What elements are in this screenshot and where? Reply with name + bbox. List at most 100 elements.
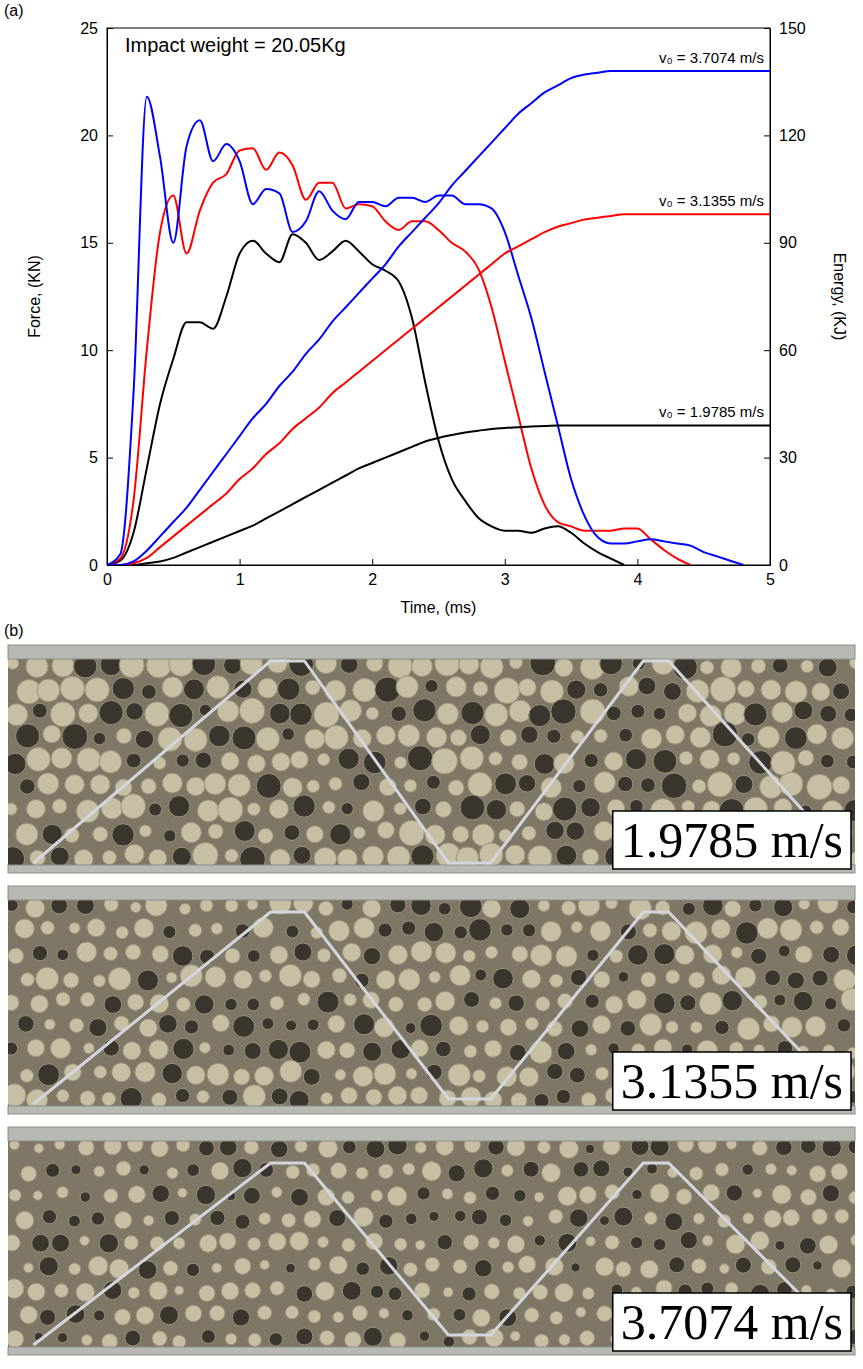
foam-cell bbox=[525, 1017, 538, 1030]
foam-cell bbox=[303, 1068, 320, 1085]
foam-cell bbox=[832, 919, 849, 936]
foam-cell bbox=[80, 1192, 90, 1202]
foam-cell bbox=[493, 968, 514, 989]
foam-cell bbox=[268, 1039, 288, 1059]
foam-cell bbox=[78, 704, 98, 724]
foam-cell bbox=[258, 678, 278, 698]
foam-cell bbox=[162, 1063, 182, 1083]
foam-cell bbox=[127, 994, 143, 1010]
tick: 0 bbox=[764, 557, 788, 574]
foam-cell bbox=[102, 1092, 116, 1106]
foam-cell bbox=[290, 751, 308, 769]
foam-cell bbox=[530, 659, 556, 676]
foam-cell bbox=[582, 1287, 594, 1299]
foam-cell bbox=[692, 779, 706, 793]
foam-cell bbox=[69, 1018, 83, 1032]
foam-cell bbox=[744, 703, 767, 726]
foam-cell bbox=[271, 1088, 288, 1105]
foam-cell bbox=[244, 1042, 261, 1059]
tick: 3 bbox=[501, 559, 510, 588]
foam-cell bbox=[388, 659, 413, 678]
foam-cell bbox=[205, 966, 226, 987]
foam-cell bbox=[247, 950, 260, 963]
force-line bbox=[107, 97, 743, 565]
x-axis-title: Time, (ms) bbox=[401, 599, 477, 616]
foam-cell bbox=[693, 1213, 704, 1224]
foam-cell bbox=[46, 1163, 60, 1177]
foam-cell bbox=[426, 775, 440, 789]
foam-cell bbox=[448, 1064, 470, 1086]
foam-cell bbox=[293, 795, 315, 817]
foam-cell bbox=[173, 1038, 194, 1059]
foam-cell bbox=[641, 972, 656, 987]
foam-cell bbox=[259, 1213, 271, 1225]
foam-cell bbox=[38, 1064, 60, 1086]
foam-cell bbox=[763, 1016, 779, 1032]
foam-cell bbox=[405, 1023, 416, 1034]
foam-cell bbox=[847, 900, 855, 913]
foam-cell bbox=[571, 921, 582, 932]
foam-cell bbox=[345, 1331, 362, 1347]
foam-cell bbox=[587, 949, 599, 961]
tick-mark bbox=[764, 458, 770, 459]
foam-cell bbox=[752, 1141, 767, 1156]
foam-cell bbox=[824, 998, 836, 1010]
foam-cell bbox=[176, 997, 190, 1011]
foam-cell bbox=[618, 972, 629, 983]
foam-cell bbox=[186, 777, 205, 796]
foam-cell bbox=[653, 707, 666, 720]
y2-axis: 0306090120150 bbox=[764, 20, 806, 574]
foam-cell bbox=[437, 1235, 452, 1250]
foam-cell bbox=[145, 900, 167, 916]
foam-cell bbox=[600, 1216, 610, 1226]
foam-cell bbox=[678, 704, 697, 723]
foam-cell bbox=[846, 755, 855, 769]
foam-cell bbox=[271, 1187, 282, 1198]
foam-cell bbox=[51, 748, 72, 769]
foam-cell bbox=[54, 1284, 68, 1298]
tick-mark bbox=[764, 135, 770, 136]
foam-cell bbox=[69, 1263, 81, 1275]
foam-cell bbox=[15, 919, 34, 938]
foam-cell bbox=[247, 755, 265, 773]
foam-cell bbox=[184, 1020, 198, 1034]
foam-cell bbox=[69, 923, 80, 934]
foam-cell bbox=[234, 970, 253, 989]
foam-cell bbox=[617, 776, 632, 791]
foam-cell bbox=[329, 777, 342, 790]
foam-cell bbox=[325, 680, 346, 701]
foam-cell bbox=[429, 1211, 439, 1221]
y2-axis-title: Energy, (KJ) bbox=[831, 253, 848, 341]
foam-cell bbox=[641, 778, 656, 793]
energy-line bbox=[107, 71, 770, 565]
foam-cell bbox=[490, 997, 502, 1009]
foam-cell bbox=[822, 1185, 839, 1202]
foam-cell bbox=[420, 1014, 443, 1037]
foam-cell bbox=[57, 1333, 67, 1343]
foam-cell bbox=[209, 1305, 224, 1320]
foam-cell bbox=[396, 676, 418, 698]
foam-cell bbox=[690, 727, 711, 748]
foam-cell bbox=[726, 1141, 736, 1149]
foam-cell bbox=[388, 945, 407, 964]
foam-cell bbox=[335, 1069, 346, 1080]
foam-cell bbox=[76, 942, 96, 962]
foam-cell bbox=[711, 919, 730, 938]
foam-cell bbox=[257, 1306, 271, 1320]
foam-cell bbox=[538, 900, 550, 911]
foam-cell bbox=[676, 1189, 692, 1205]
foam-cell bbox=[411, 900, 431, 916]
foam-cell bbox=[57, 1090, 70, 1103]
foam-cell bbox=[141, 779, 156, 794]
foam-cell bbox=[678, 1141, 694, 1152]
foam-cell bbox=[116, 1161, 131, 1176]
foam-cell bbox=[559, 1141, 578, 1158]
foam-cell bbox=[787, 1165, 797, 1175]
foam-cell bbox=[90, 775, 110, 795]
foam-cell bbox=[390, 900, 406, 913]
foam-cell bbox=[8, 803, 17, 815]
foam-cell bbox=[195, 752, 211, 768]
foam-cell bbox=[509, 659, 522, 669]
tick-label: 15 bbox=[80, 234, 98, 251]
foam-cell bbox=[83, 1043, 94, 1054]
